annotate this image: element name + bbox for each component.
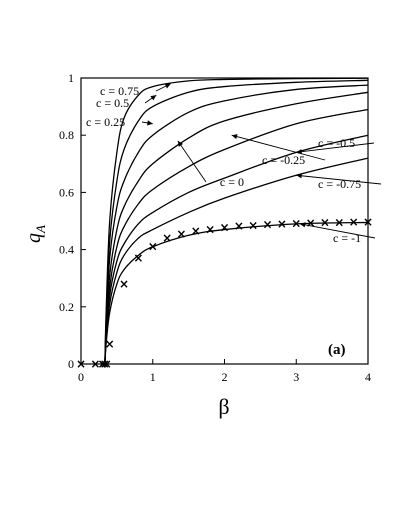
data-point-marker: × — [291, 216, 301, 230]
x-tick-label: 0 — [78, 370, 84, 384]
annotation-arrow — [231, 134, 326, 161]
annotation-arrowhead — [177, 140, 184, 147]
annotation-arrowhead — [146, 120, 153, 126]
y-axis-label: qA — [23, 225, 48, 243]
tick-layer: 0 1 2 3 4 0 0.2 0.4 0.6 0.8 1 — [59, 71, 371, 384]
data-point-marker: × — [148, 240, 158, 254]
series-line-c-1 — [104, 221, 369, 365]
annotation-arrowhead — [231, 134, 238, 140]
series-line-c0p75 — [104, 77, 369, 365]
annotation-arrow — [177, 140, 207, 183]
data-point-marker: × — [162, 231, 172, 245]
x-tick-label: 4 — [365, 370, 371, 384]
x-tick-label: 2 — [222, 370, 228, 384]
y-tick-label: 0.6 — [59, 185, 74, 199]
annotation-label: c = -0.75 — [318, 177, 361, 191]
data-point-marker: × — [176, 227, 186, 241]
series-line-c0p25 — [104, 84, 369, 365]
annotation-arrow — [296, 174, 382, 185]
annotation-arrowhead — [296, 149, 302, 155]
data-point-marker: × — [205, 223, 215, 237]
y-tick-label: 0.2 — [59, 300, 74, 314]
series-line-c-0p5 — [104, 134, 369, 365]
data-point-marker: × — [234, 219, 244, 233]
data-point-marker: × — [191, 224, 201, 238]
y-tick-label: 0 — [68, 357, 74, 371]
series-line-c-0p25 — [104, 108, 369, 365]
data-point-marker: × — [349, 215, 359, 229]
data-point-marker: × — [306, 216, 316, 230]
y-tick-label: 0.8 — [59, 128, 74, 142]
series-line-c-0p75 — [104, 157, 369, 365]
y-tick-label: 1 — [68, 71, 74, 85]
data-point-marker: × — [263, 217, 273, 231]
annotation-arrowhead — [150, 95, 157, 101]
series-line-c0p5 — [104, 79, 369, 365]
annotation-arrowhead — [296, 173, 302, 179]
panel-label: (a) — [328, 342, 346, 358]
x-axis-label: β — [218, 394, 229, 419]
data-point-marker: × — [334, 215, 344, 229]
data-point-marker: × — [248, 218, 258, 232]
series-line-c0 — [104, 91, 369, 365]
series-layer — [104, 77, 369, 365]
data-point-marker: × — [219, 221, 229, 235]
annotation-label: c = 0.5 — [96, 96, 129, 110]
x-tick-label: 3 — [293, 370, 299, 384]
annotation-arrowhead — [299, 222, 306, 228]
annotation-layer: c = 0.75c = 0.5 c = 0.25 c = 0 c = -0.25 c =… — [86, 83, 382, 245]
x-tick-label: 1 — [150, 370, 156, 384]
annotation-label: c = 0.25 — [86, 115, 125, 129]
annotation-arrowhead — [164, 83, 171, 89]
data-point-marker: × — [277, 217, 287, 231]
annotation-label: c = 0 — [220, 175, 244, 189]
y-axis-label-main: q — [23, 233, 45, 243]
data-point-marker: × — [320, 216, 330, 230]
annotation-label: c = -0.25 — [262, 153, 305, 167]
annotation-arrow — [296, 142, 375, 153]
data-point-marker: × — [119, 277, 129, 291]
data-point-marker: × — [105, 337, 115, 351]
annotation-arrow — [299, 223, 376, 239]
y-axis-label-sub: A — [33, 225, 48, 234]
data-point-marker: × — [133, 251, 143, 265]
annotation-label: c = 0.75 — [100, 84, 139, 98]
y-tick-label: 0.4 — [59, 243, 74, 257]
